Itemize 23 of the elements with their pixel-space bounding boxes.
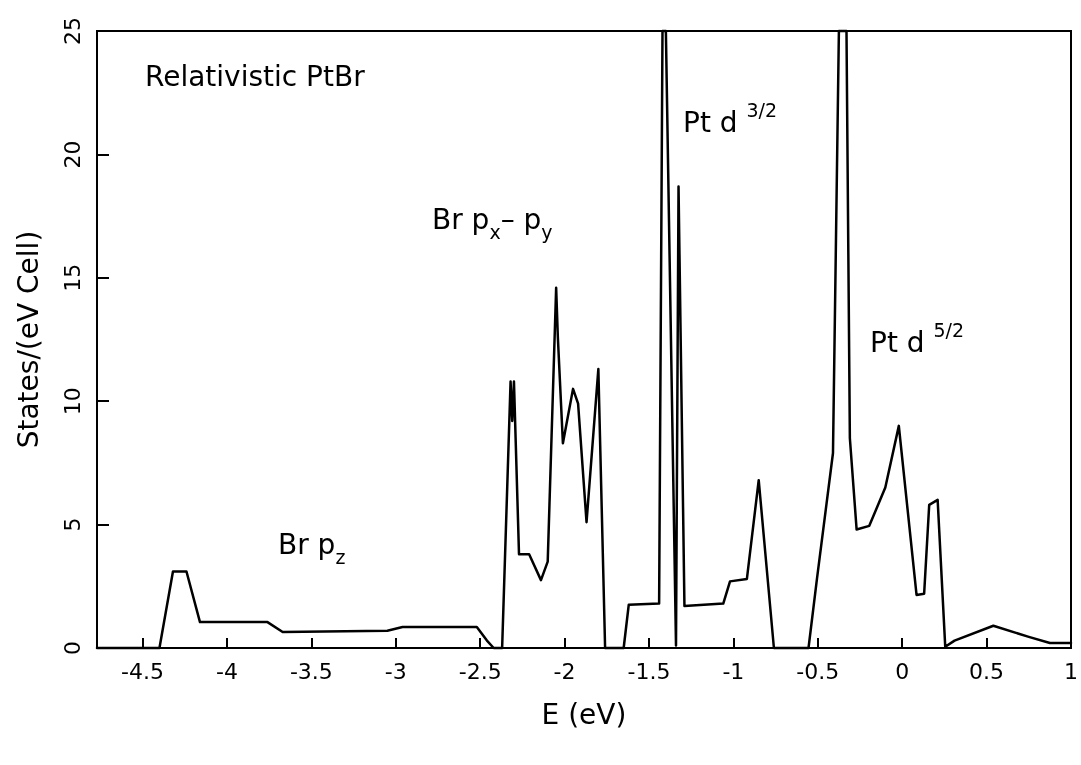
- x-axis-title: E (eV): [541, 697, 627, 731]
- x-tick-label: 0: [895, 658, 910, 684]
- x-tick-label: -1: [722, 658, 745, 684]
- x-tick-label: -4: [216, 658, 238, 684]
- x-tick-label: -3.5: [289, 658, 333, 684]
- y-tick-label: 25: [59, 17, 85, 45]
- x-tick-label: 0.5: [969, 658, 1005, 684]
- x-tick-label: 1: [1064, 658, 1078, 684]
- x-tick-label: -0.5: [796, 658, 840, 684]
- y-tick-label: 10: [59, 387, 85, 416]
- annotation: Relativistic PtBr: [145, 59, 366, 93]
- y-axis-title: States/(eV Cell): [11, 230, 45, 449]
- x-tick-label: -2.5: [458, 658, 502, 684]
- annotation: Pt d 5/2: [870, 318, 965, 359]
- y-tick-label: 15: [59, 263, 85, 292]
- x-tick-label: -1.5: [627, 658, 671, 684]
- y-tick-label: 0: [59, 641, 85, 655]
- annotation: Pt d 3/2: [683, 98, 778, 139]
- y-tick-label: 5: [59, 517, 85, 532]
- x-tick-label: -3: [384, 658, 407, 684]
- y-tick-label: 20: [59, 140, 85, 169]
- x-tick-label: -4.5: [121, 658, 165, 684]
- x-tick-label: -2: [553, 658, 576, 684]
